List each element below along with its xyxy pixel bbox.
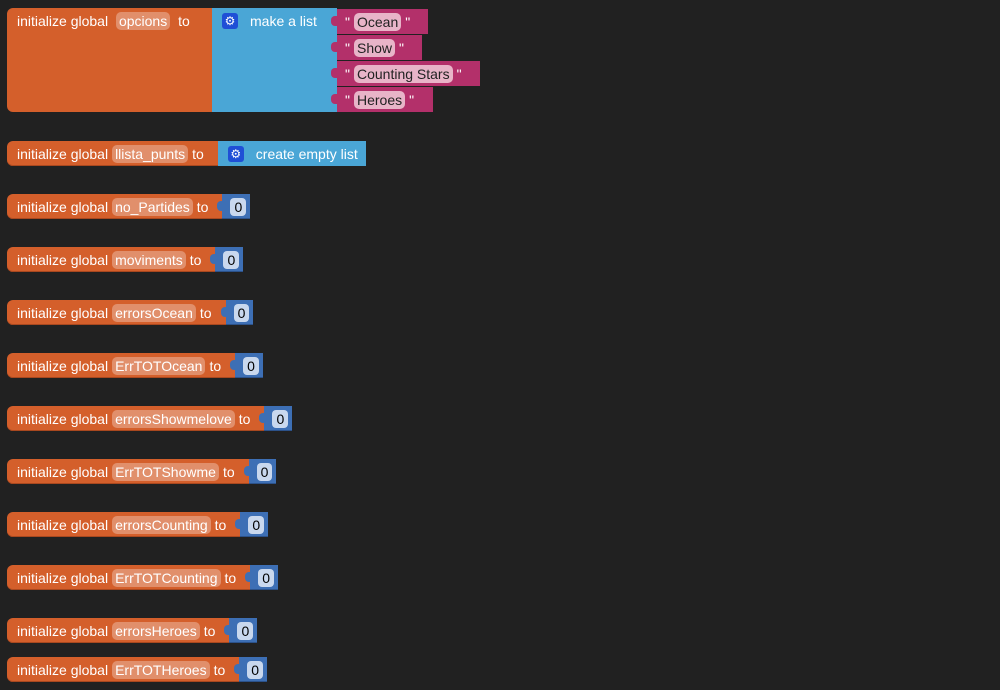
- variable-name-field[interactable]: llista_punts: [112, 144, 189, 163]
- quote: ": [456, 65, 462, 82]
- init-label: initialize global: [17, 357, 109, 374]
- create-empty-label: create empty list: [255, 145, 358, 162]
- to-label: to: [224, 569, 237, 586]
- to-label: to: [214, 516, 227, 533]
- number-field[interactable]: 0: [230, 197, 247, 216]
- make-list-label: make a list: [250, 13, 317, 29]
- quote: ": [345, 39, 350, 56]
- to-label: to: [213, 661, 226, 678]
- to-label: to: [192, 145, 204, 162]
- init-global-block[interactable]: initialize global ErrTOTOcean to 0: [7, 353, 263, 378]
- init-label: initialize global: [17, 516, 109, 533]
- variable-name-field[interactable]: moviments: [112, 250, 186, 269]
- number-block[interactable]: 0: [217, 194, 251, 219]
- number-block[interactable]: 0: [220, 300, 254, 325]
- init-label: initialize global: [17, 622, 109, 639]
- text-field[interactable]: Counting Stars: [353, 64, 453, 83]
- init-global-block[interactable]: initialize global errorsOcean to 0: [7, 300, 254, 325]
- to-label: to: [199, 304, 212, 321]
- quote: ": [345, 91, 350, 108]
- number-block[interactable]: 0: [245, 565, 278, 590]
- init-llista-block[interactable]: initialize global llista_punts to ⚙ create …: [7, 141, 366, 166]
- number-field[interactable]: 0: [247, 660, 264, 679]
- init-label: initialize global: [17, 410, 109, 427]
- gear-icon[interactable]: ⚙: [222, 13, 238, 29]
- number-block[interactable]: 0: [224, 618, 258, 643]
- variable-name-field[interactable]: errorsHeroes: [112, 621, 200, 640]
- number-block[interactable]: 0: [234, 657, 268, 682]
- init-global-block[interactable]: initialize global moviments to 0: [7, 247, 244, 272]
- text-field[interactable]: Heroes: [353, 90, 406, 109]
- init-opcions-block[interactable]: initialize global opcions to: [7, 8, 212, 112]
- text-field[interactable]: Show: [353, 38, 396, 57]
- variable-name-field[interactable]: errorsCounting: [112, 515, 211, 534]
- number-field[interactable]: 0: [258, 568, 274, 587]
- number-field[interactable]: 0: [233, 303, 250, 322]
- to-label: to: [222, 463, 235, 480]
- init-label: initialize global: [17, 569, 109, 586]
- to-label: to: [196, 198, 209, 215]
- number-field[interactable]: 0: [243, 356, 259, 375]
- quote: ": [409, 91, 415, 108]
- init-label: initialize global: [17, 13, 109, 29]
- variable-name-field[interactable]: ErrTOTShowme: [112, 462, 219, 481]
- init-label: initialize global: [17, 145, 109, 162]
- quote: ": [345, 13, 350, 30]
- create-empty-list-block[interactable]: ⚙ create empty list: [217, 141, 366, 166]
- make-list-block[interactable]: ⚙ make a list: [212, 8, 337, 112]
- init-global-block[interactable]: initialize global errorsCounting to 0: [7, 512, 269, 537]
- to-label: to: [209, 357, 222, 374]
- number-field[interactable]: 0: [248, 515, 265, 534]
- init-global-block[interactable]: initialize global no_Partides to 0: [7, 194, 251, 219]
- init-global-block[interactable]: initialize global ErrTOTHeroes to 0: [7, 657, 268, 682]
- variable-name-field[interactable]: errorsShowmelove: [112, 409, 235, 428]
- gear-icon[interactable]: ⚙: [227, 145, 244, 162]
- init-global-block[interactable]: initialize global errorsShowmelove to 0: [7, 406, 293, 431]
- text-block[interactable]: " Counting Stars ": [331, 61, 480, 86]
- text-block[interactable]: " Ocean ": [331, 9, 428, 34]
- number-field[interactable]: 0: [223, 250, 240, 269]
- to-label: to: [189, 251, 202, 268]
- number-block[interactable]: 0: [235, 512, 269, 537]
- number-field[interactable]: 0: [272, 409, 289, 428]
- init-label: initialize global: [17, 198, 109, 215]
- quote: ": [345, 65, 350, 82]
- init-label: initialize global: [17, 304, 109, 321]
- to-label: to: [178, 13, 190, 29]
- to-label: to: [203, 622, 216, 639]
- quote: ": [405, 13, 411, 30]
- number-field[interactable]: 0: [237, 621, 254, 640]
- variable-name-field[interactable]: ErrTOTHeroes: [112, 660, 210, 679]
- init-global-block[interactable]: initialize global ErrTOTCounting to 0: [7, 565, 278, 590]
- init-global-block[interactable]: initialize global ErrTOTShowme to 0: [7, 459, 277, 484]
- quote: ": [399, 39, 404, 56]
- text-block[interactable]: " Show ": [331, 35, 422, 60]
- number-block[interactable]: 0: [210, 247, 244, 272]
- number-block[interactable]: 0: [243, 459, 277, 484]
- text-block[interactable]: " Heroes ": [331, 87, 433, 112]
- variable-name-field[interactable]: errorsOcean: [112, 303, 196, 322]
- init-label: initialize global: [17, 661, 109, 678]
- variable-name-field[interactable]: ErrTOTCounting: [112, 568, 221, 587]
- number-field[interactable]: 0: [256, 462, 273, 481]
- number-block[interactable]: 0: [230, 353, 263, 378]
- variable-name-field[interactable]: no_Partides: [112, 197, 193, 216]
- init-label: initialize global: [17, 463, 109, 480]
- init-global-block[interactable]: initialize global errorsHeroes to 0: [7, 618, 258, 643]
- init-label: initialize global: [17, 251, 109, 268]
- number-block[interactable]: 0: [259, 406, 293, 431]
- variable-name-field[interactable]: ErrTOTOcean: [112, 356, 206, 375]
- text-field[interactable]: Ocean: [353, 12, 402, 31]
- to-label: to: [238, 410, 251, 427]
- variable-name-field[interactable]: opcions: [115, 12, 171, 30]
